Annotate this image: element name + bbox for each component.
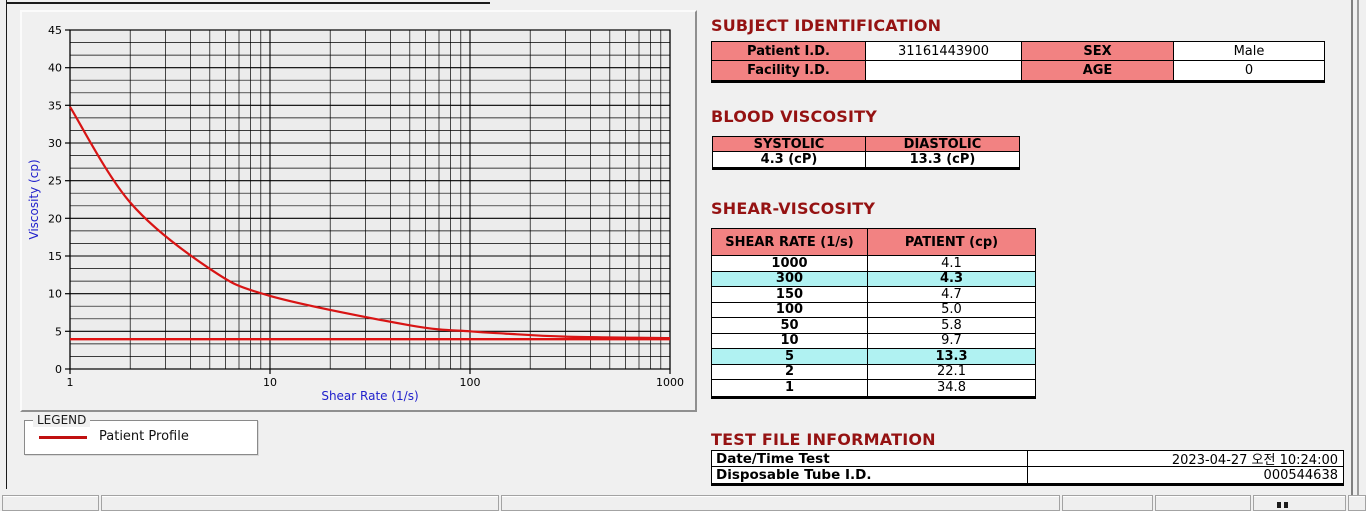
- test-file-information-title: TEST FILE INFORMATION: [711, 430, 936, 449]
- svg-text:Viscosity (cp): Viscosity (cp): [27, 159, 41, 239]
- legend-box: LEGEND Patient Profile: [24, 413, 258, 455]
- patient-cp-header: PATIENT (cp): [868, 229, 1035, 256]
- patient-cp-cell: 5.0: [868, 302, 1035, 318]
- bottom-panel[interactable]: [1155, 495, 1251, 511]
- facility-id-value: [866, 61, 1022, 80]
- blood-viscosity-title: BLOOD VISCOSITY: [711, 107, 878, 126]
- diastolic-value: 13.3 (cP): [866, 152, 1019, 167]
- svg-text:1000: 1000: [656, 376, 684, 389]
- patient-id-value: 31161443900: [866, 42, 1022, 61]
- shear-viscosity-table: SHEAR RATE (1/s) PATIENT (cp) 1000 4.1 3…: [711, 228, 1036, 399]
- datetime-value: 2023-04-27 오전 10:24:00: [1028, 451, 1343, 467]
- systolic-header: SYSTOLIC: [713, 137, 866, 152]
- patient-cp-cell: 34.8: [868, 380, 1035, 396]
- patient-cp-cell: 4.3: [868, 271, 1035, 287]
- tube-id-value: 000544638: [1028, 467, 1343, 483]
- shear-rate-cell: 2: [712, 364, 868, 380]
- tube-id-label: Disposable Tube I.D.: [712, 467, 1028, 483]
- shear-rate-cell: 10: [712, 333, 868, 349]
- bottom-panel[interactable]: [1348, 495, 1366, 511]
- legend-line-swatch: [39, 436, 87, 439]
- systolic-value: 4.3 (cP): [713, 152, 866, 167]
- bottom-panel[interactable]: [2, 495, 99, 511]
- svg-text:20: 20: [48, 212, 62, 225]
- svg-text:30: 30: [48, 137, 62, 150]
- shear-viscosity-chart: 0 5 10 15 20 25 30 35 40 45 1 10 100 1000 Shear Rate (…: [27, 24, 684, 403]
- svg-text:10: 10: [48, 288, 62, 301]
- shear-rate-cell: 150: [712, 287, 868, 303]
- svg-text:5: 5: [55, 325, 62, 338]
- shear-viscosity-title: SHEAR-VISCOSITY: [711, 199, 876, 218]
- bottom-panel[interactable]: [501, 495, 1060, 511]
- svg-text:Shear Rate (1/s): Shear Rate (1/s): [321, 389, 418, 403]
- patient-cp-cell: 9.7: [868, 333, 1035, 349]
- age-value: 0: [1174, 61, 1324, 80]
- svg-text:40: 40: [48, 62, 62, 75]
- svg-text:45: 45: [48, 24, 62, 37]
- legend-box-label: LEGEND: [33, 413, 91, 427]
- bottom-panel[interactable]: [101, 495, 499, 511]
- bottom-panel[interactable]: [1253, 495, 1346, 511]
- shear-rate-cell: 1000: [712, 256, 868, 272]
- svg-text:25: 25: [48, 175, 62, 188]
- patient-cp-cell: 4.1: [868, 256, 1035, 272]
- subject-identification-table: Patient I.D. 31161443900 SEX Male Facili…: [711, 41, 1325, 83]
- facility-id-label: Facility I.D.: [712, 61, 866, 80]
- patient-cp-cell: 5.8: [868, 318, 1035, 334]
- window-border-right-inner: [1357, 0, 1359, 508]
- viscosity-chart-panel: 0 5 10 15 20 25 30 35 40 45 1 10 100 1000 Shear Rate (…: [20, 10, 697, 412]
- window-border-left: [6, 0, 7, 489]
- datetime-label: Date/Time Test: [712, 451, 1028, 467]
- legend-series-label: Patient Profile: [99, 429, 189, 444]
- shear-rate-cell: 1: [712, 380, 868, 396]
- svg-text:10: 10: [263, 376, 277, 389]
- patient-cp-cell: 4.7: [868, 287, 1035, 303]
- sex-label: SEX: [1022, 42, 1174, 61]
- svg-text:35: 35: [48, 99, 62, 112]
- diastolic-header: DIASTOLIC: [866, 137, 1019, 152]
- age-label: AGE: [1022, 61, 1174, 80]
- patient-cp-cell: 13.3: [868, 349, 1035, 365]
- svg-text:15: 15: [48, 250, 62, 263]
- shear-rate-cell: 50: [712, 318, 868, 334]
- svg-text:100: 100: [460, 376, 481, 389]
- shear-rate-header: SHEAR RATE (1/s): [712, 229, 868, 256]
- shear-rate-cell: 300: [712, 271, 868, 287]
- shear-rate-cell: 100: [712, 302, 868, 318]
- blood-viscosity-table: SYSTOLIC DIASTOLIC 4.3 (cP) 13.3 (cP): [712, 136, 1020, 170]
- test-file-information-table: Date/Time Test 2023-04-27 오전 10:24:00 Di…: [711, 450, 1344, 486]
- patient-id-label: Patient I.D.: [712, 42, 866, 61]
- shear-rate-cell: 5: [712, 349, 868, 365]
- window-border-right: [1351, 0, 1353, 508]
- partial-text: [1277, 502, 1281, 508]
- svg-text:0: 0: [55, 363, 62, 376]
- svg-text:1: 1: [67, 376, 74, 389]
- subject-identification-title: SUBJECT IDENTIFICATION: [711, 16, 942, 35]
- patient-cp-cell: 22.1: [868, 364, 1035, 380]
- partial-text: [1284, 502, 1288, 508]
- bottom-panel[interactable]: [1062, 495, 1153, 511]
- window-border-top: [7, 2, 490, 4]
- sex-value: Male: [1174, 42, 1324, 61]
